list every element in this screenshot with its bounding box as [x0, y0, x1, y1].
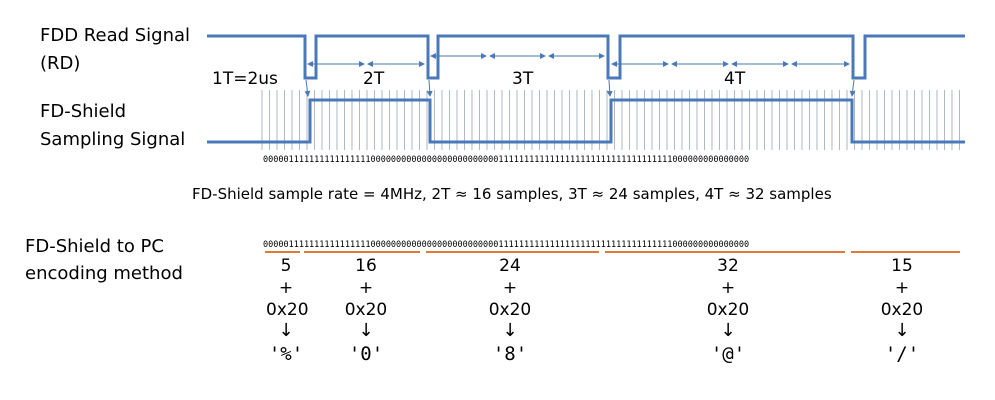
label-3t: 3T	[512, 69, 534, 89]
segment-plus: +	[894, 278, 910, 298]
segment-1: 16 + 0x20 ↓ '0'	[344, 255, 388, 365]
segment-char: '0'	[348, 343, 384, 365]
down-arrow-icon: ↓	[720, 320, 736, 341]
enc-label-line2: encoding method	[25, 263, 183, 284]
segment-plus: +	[720, 278, 736, 298]
segment-offset: 0x20	[880, 300, 924, 320]
segment-2: 24 + 0x20 ↓ '8'	[488, 255, 532, 365]
segment-3: 32 + 0x20 ↓ '@'	[706, 255, 750, 365]
down-arrow-icon: ↓	[894, 320, 910, 341]
period-label: 1T=2us	[212, 69, 278, 89]
down-arrow-icon: ↓	[502, 320, 518, 341]
label-4t: 4T	[724, 69, 746, 89]
segment-char: '8'	[492, 343, 528, 365]
edge-arrows	[304, 79, 856, 97]
segment-char: '/'	[884, 343, 920, 365]
rd-label-line1: FDD Read Signal	[40, 25, 191, 46]
sample-bits-top: 0000011111111111111110000000000000000000…	[263, 155, 750, 165]
sampling-signal-line	[207, 98, 965, 144]
rd-label-line2: (RD)	[40, 53, 81, 74]
segment-plus: +	[358, 278, 374, 298]
segment-count: 16	[355, 256, 377, 276]
segment-offset: 0x20	[706, 300, 750, 320]
sample-bits-encoding: 0000011111111111111110000000000000000000…	[263, 240, 750, 250]
segment-0: 5 + 0x20 ↓ '%'	[266, 255, 309, 365]
fs-label-line2: Sampling Signal	[40, 129, 186, 150]
segment-offset: 0x20	[344, 300, 388, 320]
segment-count: 24	[499, 256, 521, 276]
down-arrow-icon: ↓	[278, 320, 294, 341]
segment-offset: 0x20	[488, 300, 532, 320]
segment-count: 5	[280, 256, 292, 276]
dimension-arrows	[307, 53, 850, 67]
segment-4: 15 + 0x20 ↓ '/'	[880, 255, 924, 365]
enc-label-line1: FD-Shield to PC	[25, 236, 164, 257]
segment-plus: +	[278, 278, 294, 298]
segment-offset: 0x20	[266, 300, 309, 320]
segment-count: 15	[891, 256, 913, 276]
sample-rate-note: FD-Shield sample rate = 4MHz, 2T ≈ 16 sa…	[192, 185, 832, 203]
rd-signal-line	[207, 34, 965, 80]
down-arrow-icon: ↓	[358, 320, 374, 341]
segment-char: '%'	[268, 343, 304, 365]
segment-plus: +	[502, 278, 518, 298]
segment-count: 32	[717, 256, 739, 276]
label-2t: 2T	[363, 69, 385, 89]
fs-label-line1: FD-Shield	[40, 101, 127, 122]
segment-char: '@'	[710, 343, 746, 365]
